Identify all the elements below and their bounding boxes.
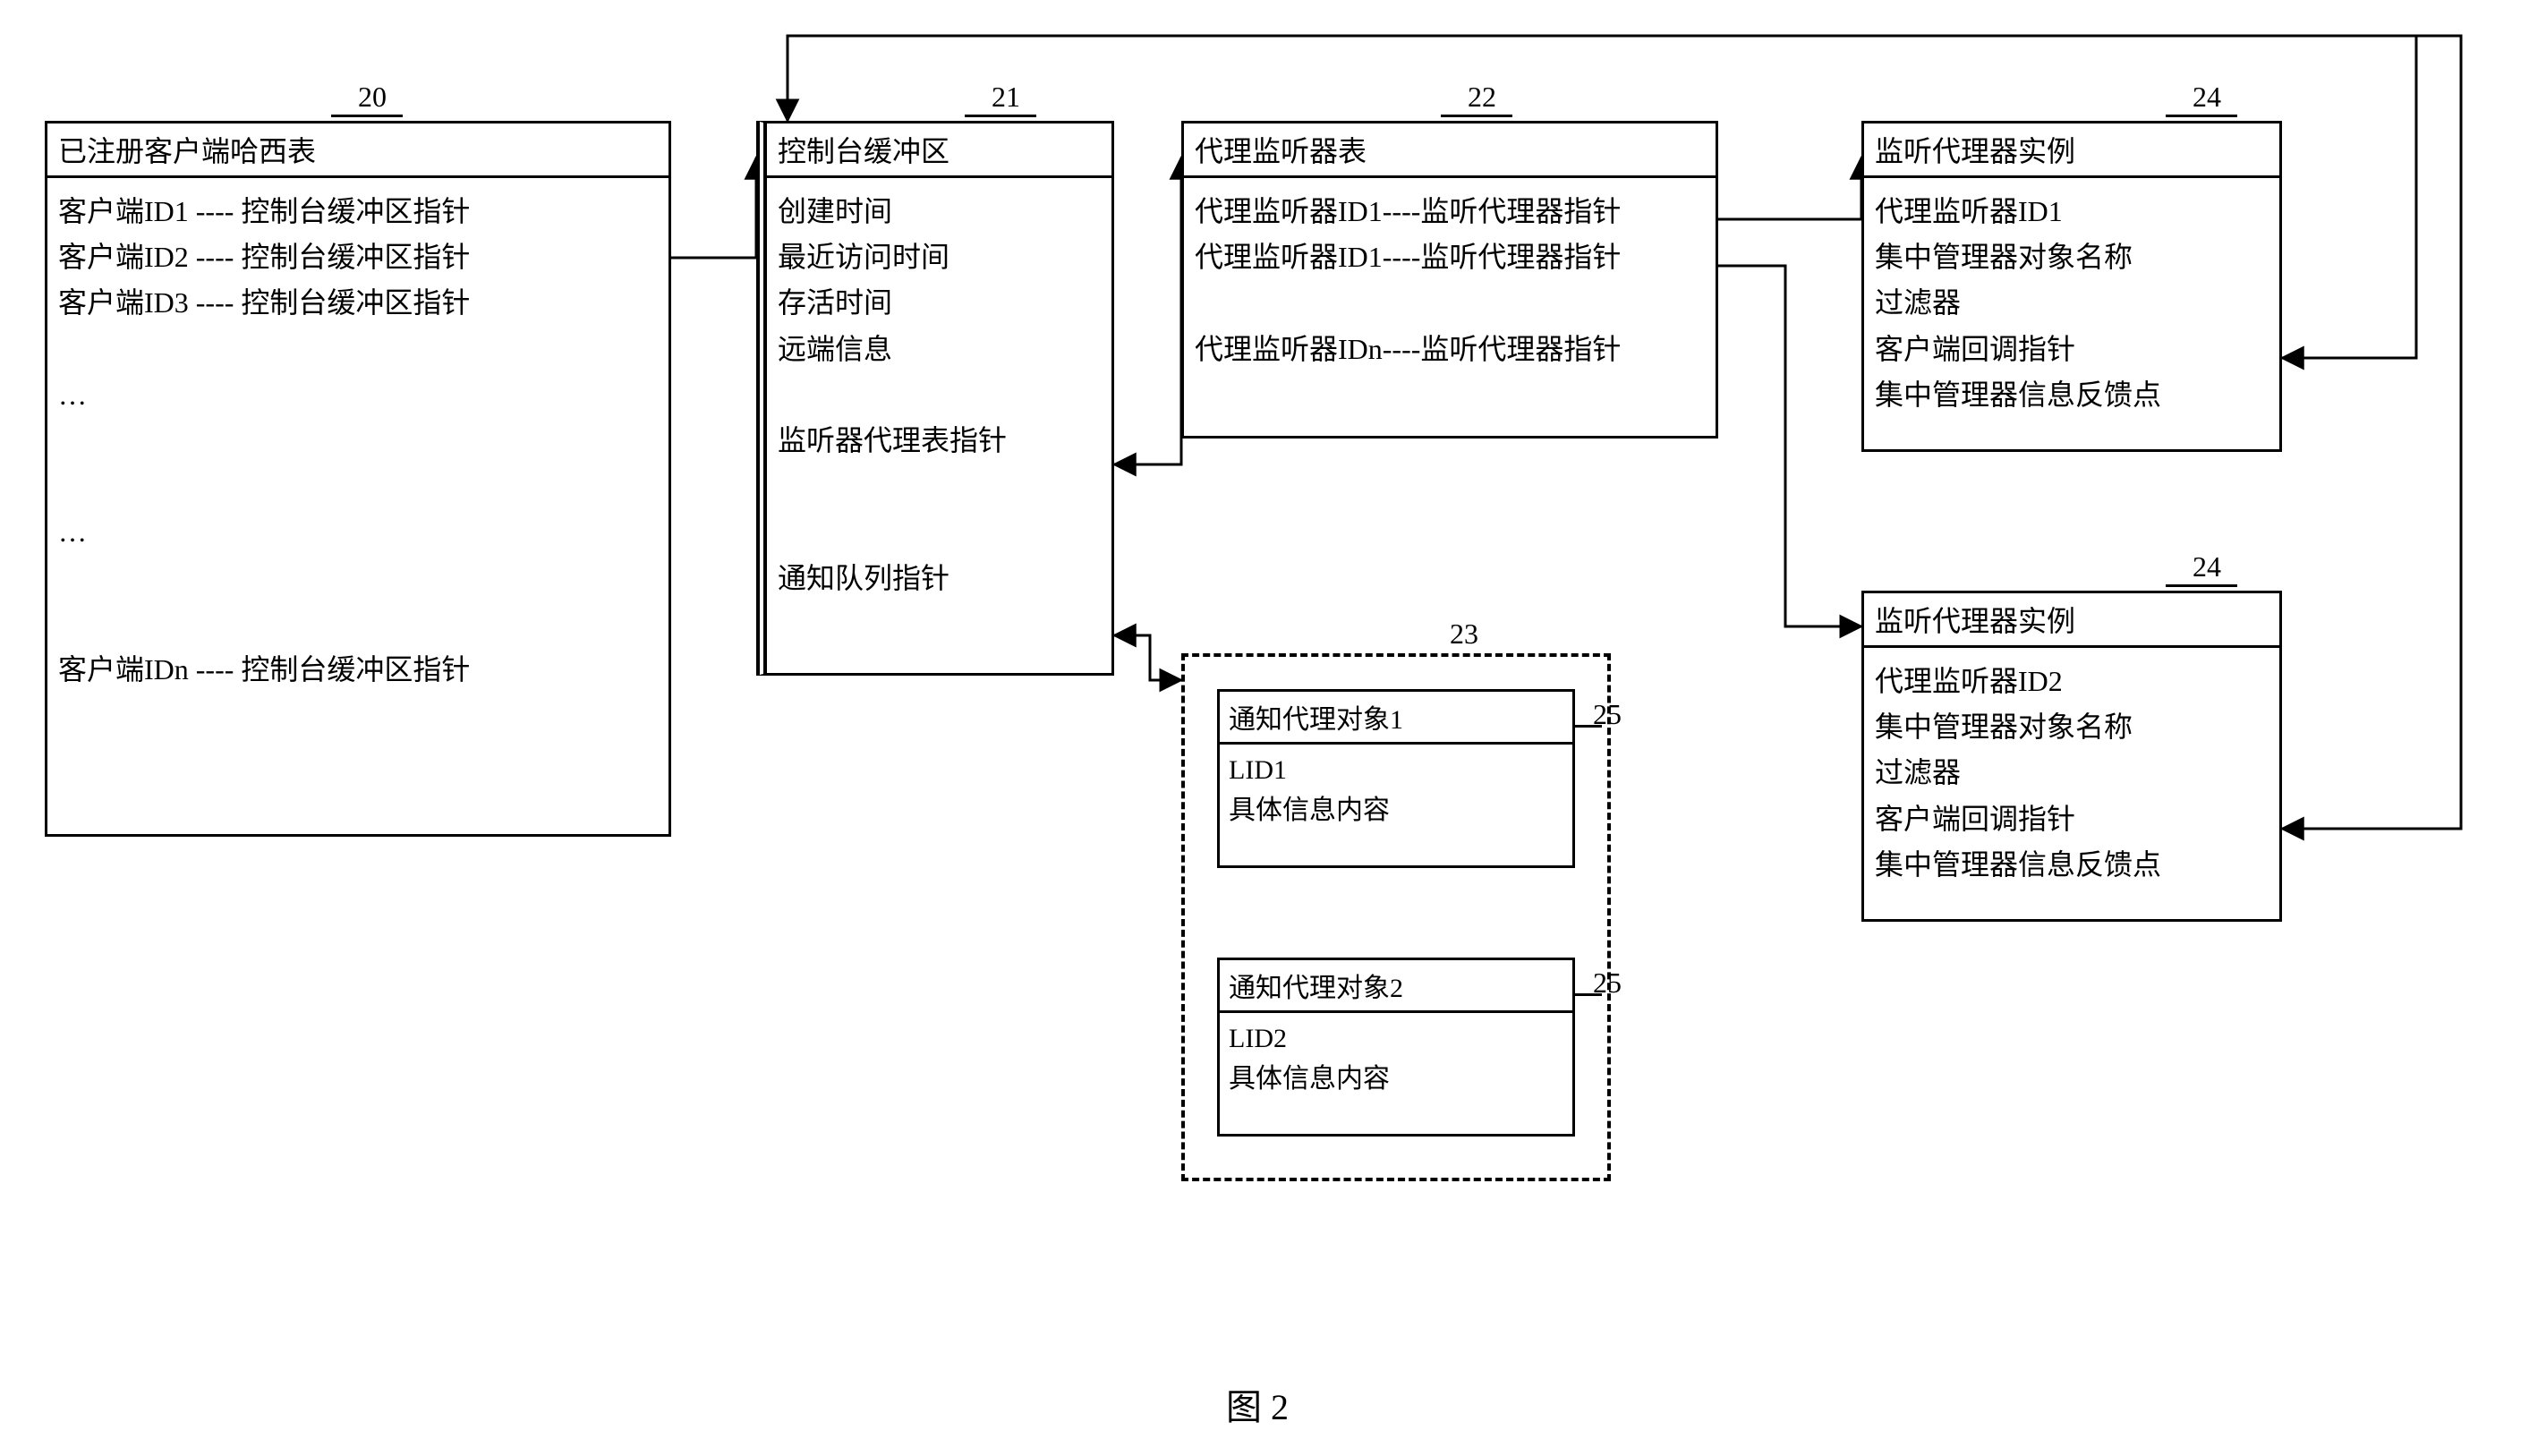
- row-text: 创建时间: [778, 189, 1101, 234]
- ref-24b-tick: [2166, 584, 2237, 587]
- row-text: LID1: [1229, 750, 1563, 790]
- proxy-instance-2-box: 监听代理器实例 代理监听器ID2集中管理器对象名称过滤器客户端回调指针集中管理器…: [1861, 591, 2282, 922]
- row-text: …: [58, 509, 658, 555]
- connector: [1718, 158, 1861, 219]
- row-text: [58, 418, 658, 464]
- proxy-instance-1-header: 监听代理器实例: [1864, 123, 2279, 178]
- listener-table-body: 代理监听器ID1----监听代理器指针代理监听器ID1----监听代理器指针 代…: [1184, 178, 1716, 383]
- row-text: 最近访问时间: [778, 234, 1101, 280]
- row-text: 客户端回调指针: [1875, 796, 2269, 842]
- row-text: 客户端ID3 ---- 控制台缓冲区指针: [58, 280, 658, 326]
- row-text: 具体信息内容: [1229, 790, 1563, 830]
- connector: [1114, 635, 1181, 680]
- console-buffer-header: 控制台缓冲区: [767, 123, 1111, 178]
- row-text: 代理监听器ID1----监听代理器指针: [1195, 234, 1705, 280]
- figure-caption: 图 2: [1226, 1378, 1289, 1430]
- row-text: 代理监听器ID1: [1875, 189, 2269, 234]
- proxy-instance-1-body: 代理监听器ID1集中管理器对象名称过滤器客户端回调指针集中管理器信息反馈点: [1864, 178, 2279, 429]
- listener-table-header: 代理监听器表: [1184, 123, 1716, 178]
- ref-20-label: 20: [358, 81, 387, 114]
- ref-24a-tick: [2166, 115, 2237, 117]
- notify-1-body: LID1具体信息内容: [1220, 745, 1572, 836]
- notify-2-header: 通知代理对象2: [1220, 960, 1572, 1013]
- row-text: 客户端ID2 ---- 控制台缓冲区指针: [58, 234, 658, 280]
- row-text: 代理监听器ID1----监听代理器指针: [1195, 189, 1705, 234]
- listener-table-box: 代理监听器表 代理监听器ID1----监听代理器指针代理监听器ID1----监听…: [1181, 121, 1718, 439]
- ref-24b-label: 24: [2193, 550, 2221, 583]
- ref-24a-label: 24: [2193, 81, 2221, 114]
- notify-2-body: LID2具体信息内容: [1220, 1013, 1572, 1104]
- row-text: 过滤器: [1875, 280, 2269, 326]
- row-text: [58, 601, 658, 647]
- notify-2-box: 通知代理对象2 LID2具体信息内容: [1217, 958, 1575, 1137]
- row-text: 集中管理器对象名称: [1875, 234, 2269, 280]
- row-text: [1195, 280, 1705, 326]
- proxy-instance-2-body: 代理监听器ID2集中管理器对象名称过滤器客户端回调指针集中管理器信息反馈点: [1864, 648, 2279, 898]
- row-text: 通知队列指针: [778, 556, 1101, 601]
- row-text: [778, 464, 1101, 509]
- row-text: 客户端回调指针: [1875, 327, 2269, 372]
- row-text: 代理监听器ID2: [1875, 659, 2269, 704]
- row-text: 过滤器: [1875, 750, 2269, 796]
- notify-1-box: 通知代理对象1 LID1具体信息内容: [1217, 689, 1575, 868]
- ref-25a-tick: [1575, 725, 1602, 728]
- connector: [2282, 36, 2461, 829]
- console-buffer-box: 控制台缓冲区 创建时间最近访问时间存活时间远端信息 监听器代理表指针 通知队列指…: [756, 121, 1114, 676]
- row-text: LID2: [1229, 1018, 1563, 1059]
- row-text: [778, 509, 1101, 555]
- ref-20-tick: [331, 115, 403, 117]
- connector: [671, 158, 756, 258]
- row-text: 具体信息内容: [1229, 1059, 1563, 1099]
- connector: [1114, 158, 1181, 464]
- proxy-instance-1-box: 监听代理器实例 代理监听器ID1集中管理器对象名称过滤器客户端回调指针集中管理器…: [1861, 121, 2282, 452]
- row-text: 客户端ID1 ---- 控制台缓冲区指针: [58, 189, 658, 234]
- row-text: …: [58, 372, 658, 418]
- ref-23-label: 23: [1450, 617, 1478, 651]
- row-text: [58, 556, 658, 601]
- notify-1-header: 通知代理对象1: [1220, 692, 1572, 745]
- ref-21-tick: [965, 115, 1036, 117]
- row-text: [58, 327, 658, 372]
- console-buffer-body: 创建时间最近访问时间存活时间远端信息 监听器代理表指针 通知队列指针: [767, 178, 1111, 612]
- row-text: 代理监听器IDn----监听代理器指针: [1195, 327, 1705, 372]
- hash-table-body: 客户端ID1 ---- 控制台缓冲区指针客户端ID2 ---- 控制台缓冲区指针…: [47, 178, 668, 703]
- hash-table-box: 已注册客户端哈西表 客户端ID1 ---- 控制台缓冲区指针客户端ID2 ---…: [45, 121, 671, 837]
- proxy-instance-2-header: 监听代理器实例: [1864, 593, 2279, 648]
- connector: [1718, 266, 1861, 626]
- ref-25b-tick: [1575, 993, 1602, 996]
- row-text: 监听器代理表指针: [778, 418, 1101, 464]
- ref-21-label: 21: [992, 81, 1020, 114]
- row-text: [778, 372, 1101, 418]
- row-text: 集中管理器对象名称: [1875, 704, 2269, 750]
- row-text: 集中管理器信息反馈点: [1875, 372, 2269, 418]
- ref-22-label: 22: [1468, 81, 1496, 114]
- row-text: [58, 464, 658, 509]
- hash-table-header: 已注册客户端哈西表: [47, 123, 668, 178]
- row-text: 存活时间: [778, 280, 1101, 326]
- row-text: 远端信息: [778, 327, 1101, 372]
- ref-22-tick: [1441, 115, 1512, 117]
- row-text: 集中管理器信息反馈点: [1875, 842, 2269, 888]
- row-text: 客户端IDn ---- 控制台缓冲区指针: [58, 647, 658, 693]
